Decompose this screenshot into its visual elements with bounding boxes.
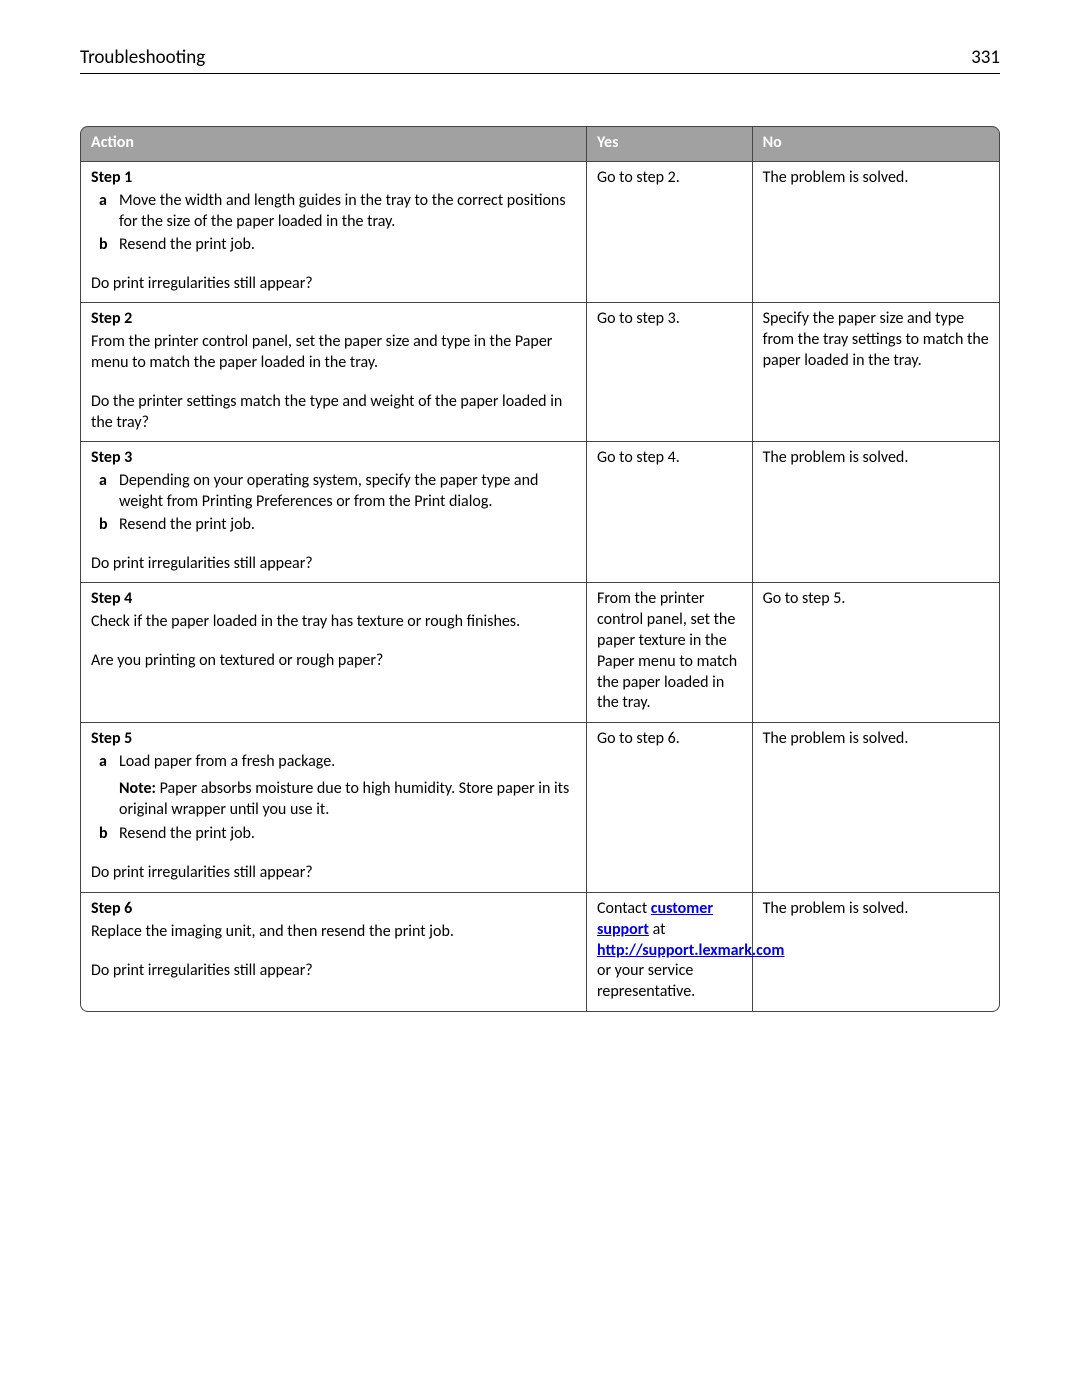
troubleshooting-table: Action Yes No Step 1 aMove the width and…: [80, 126, 1000, 1012]
cell-no: The problem is solved.: [752, 162, 1000, 303]
step-sub-a: Move the width and length guides in the …: [119, 191, 566, 231]
step-body: Check if the paper loaded in the tray ha…: [91, 612, 576, 633]
step-question: Do print irregularities still appear?: [91, 274, 576, 295]
col-header-yes: Yes: [586, 126, 752, 163]
step-question: Do the printer settings match the type a…: [91, 392, 576, 434]
step-question: Do print irregularities still appear?: [91, 863, 576, 884]
page-header-title: Troubleshooting: [80, 46, 205, 71]
table-row: Step 3 aDepending on your operating syst…: [80, 442, 1000, 583]
table-row: Step 5 aLoad paper from a fresh package.…: [80, 723, 1000, 893]
step-title: Step 4: [91, 589, 576, 610]
step-question: Do print irregularities still appear?: [91, 554, 576, 575]
cell-no: The problem is solved.: [752, 723, 1000, 893]
step-sub-b: Resend the print job.: [119, 515, 255, 534]
table-row: Step 6 Replace the imaging unit, and the…: [80, 893, 1000, 1012]
step-title: Step 1: [91, 168, 576, 189]
cell-yes: Go to step 4.: [586, 442, 752, 583]
step-sub-b: Resend the print job.: [119, 235, 255, 254]
step-body: Replace the imaging unit, and then resen…: [91, 922, 576, 943]
cell-yes: Go to step 3.: [586, 303, 752, 442]
support-url-link[interactable]: http://support.lexmark.com: [597, 941, 784, 960]
step-question: Do print irregularities still appear?: [91, 961, 576, 982]
cell-no: The problem is solved.: [752, 442, 1000, 583]
step-sub-a: Depending on your operating system, spec…: [119, 471, 538, 511]
cell-yes: Go to step 2.: [586, 162, 752, 303]
cell-yes: Contact customer support at http://suppo…: [586, 893, 752, 1012]
step-title: Step 3: [91, 448, 576, 469]
step-body: From the printer control panel, set the …: [91, 332, 576, 374]
step-sub-a: Load paper from a fresh package.: [119, 752, 335, 771]
table-row: Step 4 Check if the paper loaded in the …: [80, 583, 1000, 723]
step-sub-b: Resend the print job.: [119, 824, 255, 843]
step-question: Are you printing on textured or rough pa…: [91, 651, 576, 672]
step-title: Step 2: [91, 309, 576, 330]
col-header-no: No: [752, 126, 1000, 163]
step-title: Step 5: [91, 729, 576, 750]
cell-no: The problem is solved.: [752, 893, 1000, 1012]
step-note: Note: Paper absorbs moisture due to high…: [119, 779, 576, 821]
cell-yes: From the printer control panel, set the …: [586, 583, 752, 723]
step-title: Step 6: [91, 899, 576, 920]
col-header-action: Action: [80, 126, 586, 163]
cell-no: Specify the paper size and type from the…: [752, 303, 1000, 442]
table-row: Step 1 aMove the width and length guides…: [80, 162, 1000, 303]
cell-no: Go to step 5.: [752, 583, 1000, 723]
table-row: Step 2 From the printer control panel, s…: [80, 303, 1000, 442]
page-number: 331: [971, 46, 1000, 71]
cell-yes: Go to step 6.: [586, 723, 752, 893]
